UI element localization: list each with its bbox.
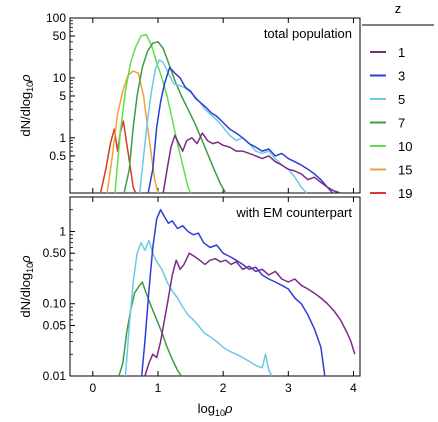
legend-item-z5: 5 bbox=[370, 92, 405, 107]
legend-label: 5 bbox=[398, 92, 405, 107]
legend-title: z bbox=[395, 1, 402, 16]
series-group-bottom bbox=[118, 208, 356, 377]
series-line-z3 bbox=[147, 66, 334, 194]
legend-label: 7 bbox=[398, 116, 405, 131]
y-tick-label: 1 bbox=[59, 224, 66, 238]
series-group-top bbox=[99, 33, 341, 194]
legend-item-z3: 3 bbox=[370, 69, 405, 84]
series-line-z7 bbox=[123, 41, 227, 194]
y-axis-label-bottom: dN/dlog10ρ bbox=[18, 255, 35, 318]
y-tick-label: 100 bbox=[46, 11, 66, 25]
y-tick-label: 0.50 bbox=[43, 246, 67, 260]
y-tick-label: 1 bbox=[59, 131, 66, 145]
series-line-z1 bbox=[144, 252, 356, 377]
x-tick-label: 4 bbox=[350, 381, 357, 395]
y-ticks-top: 100 50 10 5 1 0.5 bbox=[46, 11, 354, 193]
legend-item-z7: 7 bbox=[370, 116, 405, 131]
legend-item-z1: 1 bbox=[370, 45, 405, 60]
legend-label: 3 bbox=[398, 69, 405, 84]
y-tick-label: 0.10 bbox=[43, 297, 67, 311]
series-line-z1 bbox=[162, 132, 341, 194]
y-tick-label: 10 bbox=[53, 71, 67, 85]
panel-with-em-counterpart: 1 0.50 0.10 0.05 0.01 with EM counterpart dN… bbox=[18, 196, 361, 383]
series-line-z5 bbox=[138, 59, 308, 194]
x-tick-label: 0 bbox=[89, 381, 96, 395]
y-axis-label-top: dN/dlog10ρ bbox=[18, 74, 35, 137]
panel-annotation-bottom: with EM counterpart bbox=[235, 205, 352, 220]
legend-label: 19 bbox=[398, 186, 412, 201]
series-line-z15 bbox=[106, 70, 159, 194]
panel-total-population: 100 50 10 5 1 0.5 total population dN/dlog10ρ bbox=[18, 11, 361, 194]
series-line-z3 bbox=[140, 208, 326, 377]
plot-frame-bottom bbox=[69, 196, 361, 377]
x-axis-label: log10ρ bbox=[198, 401, 233, 418]
x-axis: 0 1 2 3 4 bbox=[89, 381, 357, 395]
y-tick-label: 0.01 bbox=[43, 369, 67, 383]
y-ticks-bottom: 1 0.50 0.10 0.05 0.01 bbox=[43, 197, 354, 383]
series-line-z5 bbox=[124, 239, 273, 377]
series-line-z7 bbox=[118, 281, 183, 377]
legend-item-z10: 10 bbox=[370, 139, 412, 154]
legend-label: 15 bbox=[398, 163, 412, 178]
legend-label: 1 bbox=[398, 45, 405, 60]
legend: z 1 3 5 7 10 15 19 bbox=[362, 1, 434, 201]
y-tick-label: 0.5 bbox=[49, 149, 66, 163]
legend-item-z19: 19 bbox=[370, 186, 412, 201]
x-tick-label: 2 bbox=[220, 381, 227, 395]
x-tick-label: 3 bbox=[285, 381, 292, 395]
legend-items: 1 3 5 7 10 15 19 bbox=[370, 45, 412, 201]
legend-item-z15: 15 bbox=[370, 163, 412, 178]
panel-annotation-top: total population bbox=[264, 26, 352, 41]
x-tick-label: 1 bbox=[155, 381, 162, 395]
series-line-z10 bbox=[114, 33, 192, 194]
y-tick-label: 50 bbox=[53, 29, 67, 43]
legend-label: 10 bbox=[398, 139, 412, 154]
plot-frame-top bbox=[69, 17, 361, 194]
y-tick-label: 5 bbox=[59, 89, 66, 103]
y-tick-label: 0.05 bbox=[43, 318, 67, 332]
